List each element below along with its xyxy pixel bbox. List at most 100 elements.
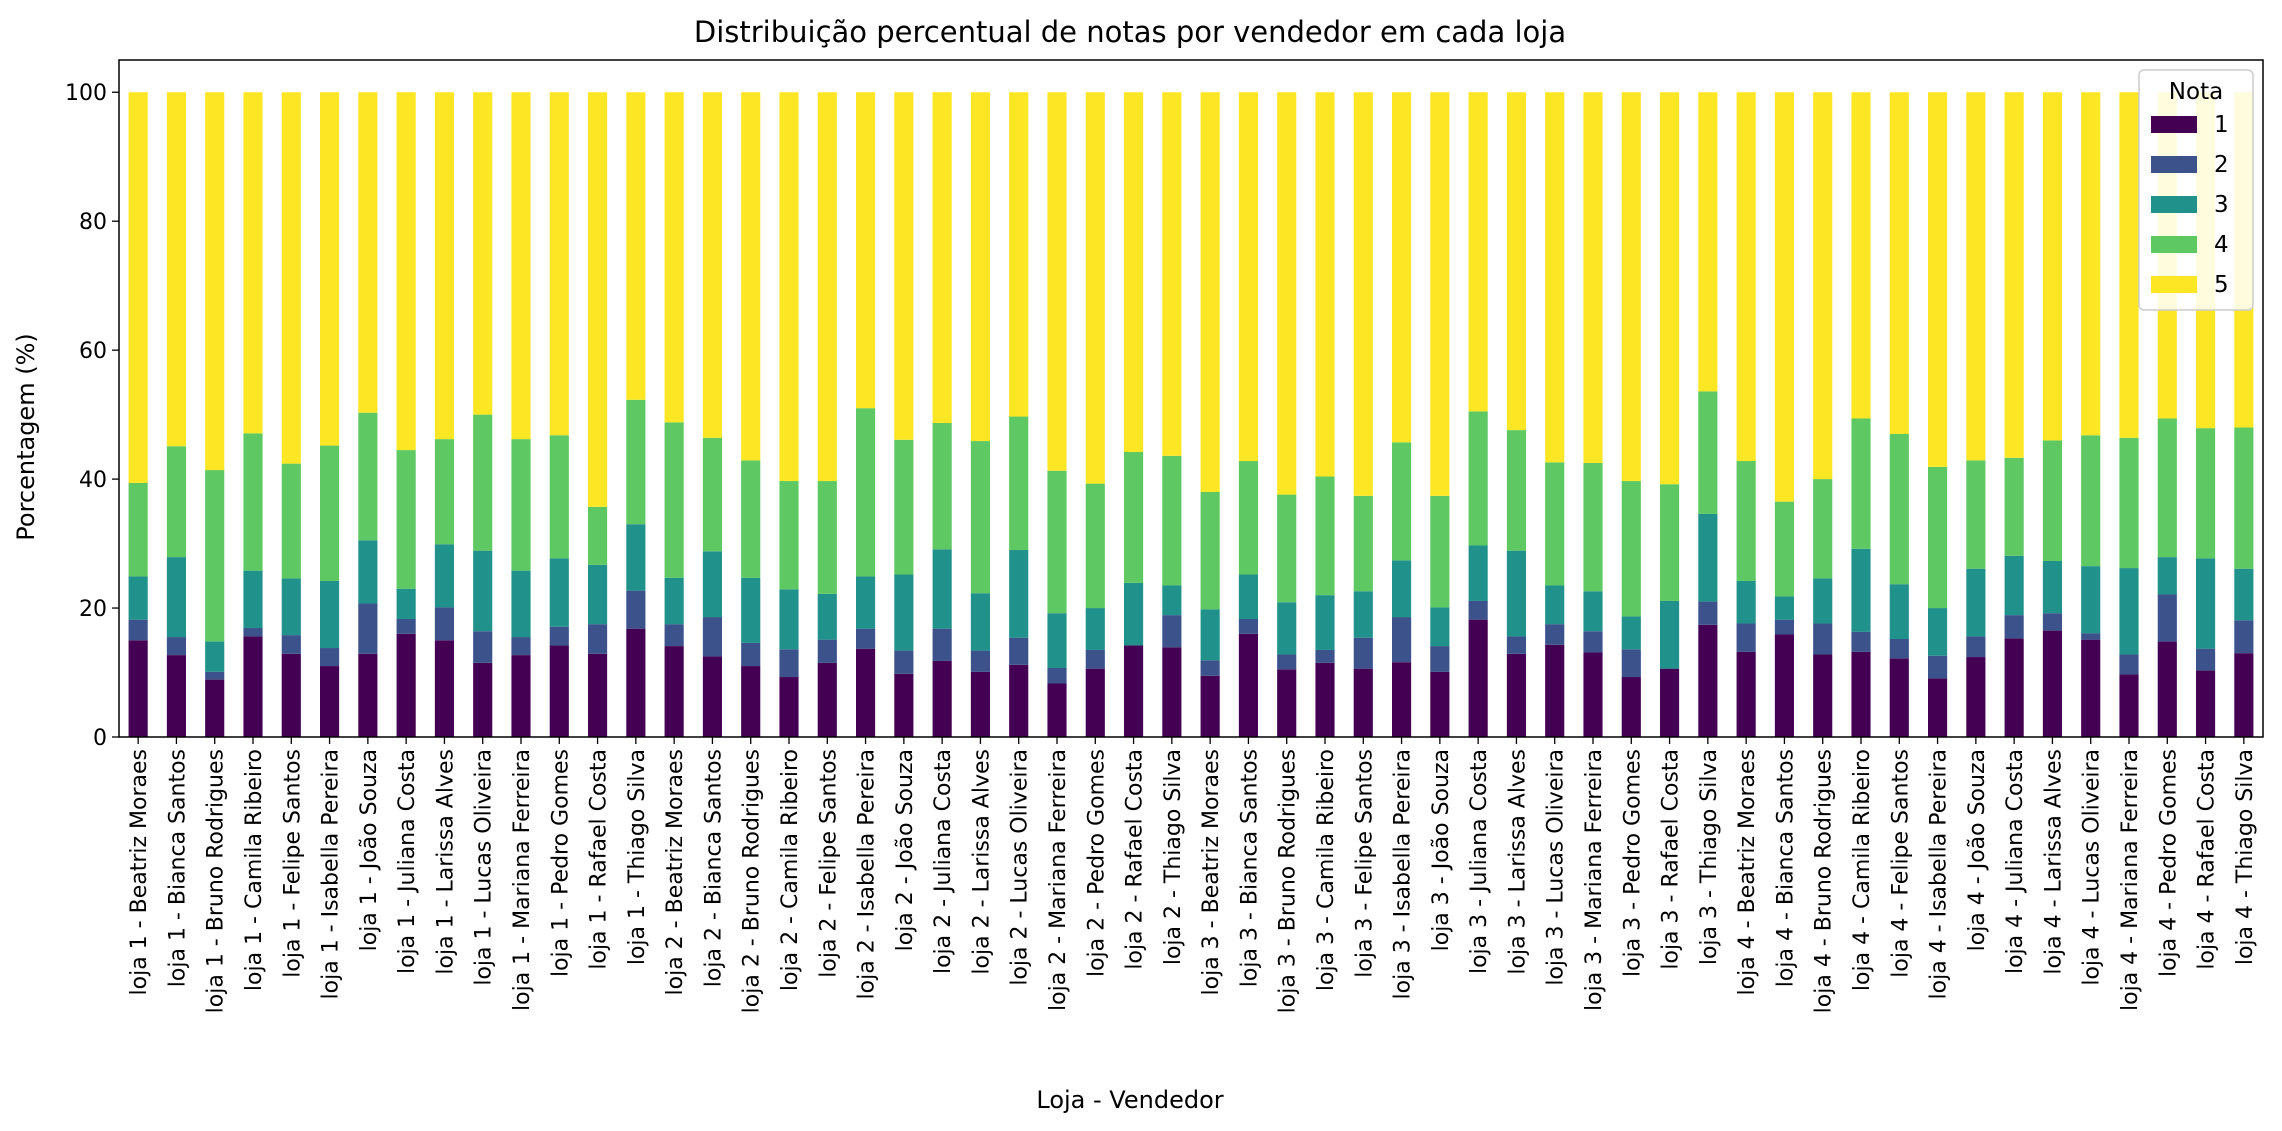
bar-segment-nota-4: [970, 441, 990, 594]
x-tick-label: loja 3 - Bianca Santos: [1237, 749, 1262, 987]
legend-swatch-nota-1: [2151, 116, 2197, 133]
bar-segment-nota-5: [2042, 92, 2062, 441]
bar-segment-nota-5: [1277, 92, 1297, 495]
bar-segment-nota-2: [1085, 649, 1105, 669]
bar-segment-nota-3: [1966, 568, 1986, 637]
bar-segment-nota-3: [1851, 548, 1871, 632]
bar-segment-nota-3: [1698, 513, 1718, 602]
bar-segment-nota-3: [473, 550, 493, 632]
bar-segment-nota-5: [1698, 92, 1718, 392]
bar-segment-nota-3: [1545, 585, 1565, 625]
bar-segment-nota-3: [2234, 568, 2254, 621]
bar-segment-nota-5: [2004, 92, 2024, 458]
legend-swatch-nota-2: [2151, 156, 2197, 173]
bar-segment-nota-2: [741, 642, 761, 667]
bar-segment-nota-1: [320, 666, 340, 737]
bar-segment-nota-4: [1736, 461, 1756, 581]
x-tick-label: loja 3 - Camila Ribeiro: [1314, 749, 1339, 991]
bar-segment-nota-5: [1621, 92, 1641, 482]
bar-segment-nota-1: [281, 653, 301, 737]
bar-segment-nota-1: [2234, 653, 2254, 737]
bar-segment-nota-5: [1660, 92, 1680, 485]
bar-segment-nota-2: [1583, 631, 1603, 653]
bar-segment-nota-3: [1277, 602, 1297, 655]
bar-segment-nota-1: [1277, 669, 1297, 737]
bar-segment-nota-1: [817, 662, 837, 737]
bar-segment-nota-1: [702, 656, 722, 737]
bar-segment-nota-4: [1047, 470, 1067, 614]
x-tick-label: loja 1 - Bianca Santos: [165, 749, 190, 987]
x-tick-label: loja 4 - Lucas Oliveira: [2080, 749, 2105, 986]
bar-segment-nota-1: [549, 645, 569, 737]
bar-segment-nota-4: [1353, 495, 1373, 592]
bar-segment-nota-1: [1851, 651, 1871, 737]
bar-segment-nota-5: [1966, 92, 1986, 461]
y-tick-label: 20: [79, 597, 107, 622]
bar-segment-nota-3: [1047, 613, 1067, 669]
x-tick-label: loja 2 - Rafael Costa: [1123, 749, 1148, 970]
bar-segment-nota-3: [434, 544, 454, 608]
bar-segment-nota-5: [741, 92, 761, 461]
bar-segment-nota-1: [1621, 677, 1641, 737]
x-tick-label: loja 2 - Bruno Rodrigues: [740, 749, 765, 1013]
bar-segment-nota-2: [1238, 619, 1258, 634]
bar-segment-nota-3: [2119, 568, 2139, 655]
x-tick-label: loja 4 - Beatriz Moraes: [1735, 749, 1760, 995]
bar-segment-nota-4: [281, 463, 301, 579]
x-tick-label: loja 2 - Bianca Santos: [701, 749, 726, 987]
bar-segment-nota-5: [1506, 92, 1526, 431]
bar-segment-nota-4: [2081, 435, 2101, 567]
bar-segment-nota-2: [702, 617, 722, 657]
bar-segment-nota-2: [1162, 615, 1182, 648]
bar-segment-nota-5: [1315, 92, 1335, 477]
bar-segment-nota-4: [1545, 462, 1565, 586]
bar-segment-nota-3: [1736, 580, 1756, 624]
bar-segment-nota-1: [205, 679, 225, 737]
bar-segment-nota-5: [1889, 92, 1909, 434]
bar-segment-nota-4: [2042, 440, 2062, 561]
bar-segment-nota-1: [2042, 630, 2062, 737]
bar-segment-nota-4: [358, 412, 378, 541]
bar-segment-nota-3: [1813, 578, 1833, 624]
x-tick-label: loja 3 - Thiago Silva: [1697, 749, 1722, 965]
bar-segment-nota-1: [1660, 668, 1680, 737]
bar-segment-nota-2: [2081, 633, 2101, 640]
x-tick-label: loja 2 - Pedro Gomes: [1084, 749, 1109, 977]
bar-segment-nota-2: [817, 639, 837, 663]
x-tick-label: loja 1 - Beatriz Moraes: [127, 749, 152, 995]
bar-segment-nota-2: [1430, 646, 1450, 672]
bar-segment-nota-4: [205, 470, 225, 642]
bar-segment-nota-2: [1506, 636, 1526, 654]
bar-segment-nota-2: [2004, 615, 2024, 639]
bar-segment-nota-2: [779, 649, 799, 678]
bar-segment-nota-1: [1889, 658, 1909, 737]
bar-segment-nota-1: [588, 653, 608, 737]
legend: Nota 1 2 3 4 5: [2138, 69, 2254, 311]
bar-segment-nota-2: [1851, 631, 1871, 652]
bar-segment-nota-4: [894, 439, 914, 575]
bar-segment-nota-2: [2042, 613, 2062, 631]
x-tick-label: loja 2 - Camila Ribeiro: [778, 749, 803, 991]
bar-segment-nota-2: [1277, 654, 1297, 670]
bar-segment-nota-4: [1813, 479, 1833, 579]
bar-segment-nota-2: [970, 650, 990, 672]
bar-segment-nota-2: [856, 628, 876, 649]
bar-segment-nota-2: [1047, 668, 1067, 684]
bar-segment-nota-2: [894, 650, 914, 674]
bar-segment-nota-4: [549, 435, 569, 559]
bar-segment-nota-3: [2081, 566, 2101, 634]
bar-segment-nota-3: [588, 564, 608, 625]
x-tick-label: loja 1 - João Souza: [357, 749, 382, 951]
legend-label-nota-2: 2: [2214, 152, 2229, 178]
bar-segment-nota-3: [1468, 545, 1488, 601]
bar-segment-nota-4: [128, 482, 148, 577]
x-tick-label: loja 4 - Mariana Ferreira: [2118, 749, 2143, 1011]
bar-segment-nota-1: [741, 666, 761, 737]
bar-segment-nota-4: [702, 437, 722, 552]
bar-segment-nota-1: [1430, 671, 1450, 737]
bar-segment-nota-2: [588, 624, 608, 654]
bar-segment-nota-2: [549, 626, 569, 646]
bar-segment-nota-4: [320, 445, 340, 581]
x-tick-label: loja 1 - Camila Ribeiro: [242, 749, 267, 991]
bar-segment-nota-5: [1353, 92, 1373, 496]
